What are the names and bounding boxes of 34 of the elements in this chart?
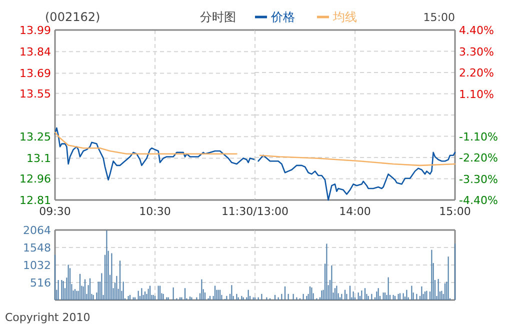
y-tick-label: 12.96 [20, 172, 51, 186]
y2-tick-label: -4.40% [459, 194, 498, 207]
y2-tick-label: 2.20% [459, 66, 494, 80]
y-tick-label: 1548 [23, 242, 51, 254]
y-tick-label: 2064 [23, 224, 51, 237]
x-tick-label: 15:00 [439, 205, 471, 218]
y-tick-label: 12.81 [20, 194, 51, 207]
y-tick-label: 516 [30, 276, 51, 290]
y-tick-label: 13.1 [26, 152, 51, 166]
y2-tick-label: 3.30% [459, 45, 494, 58]
y2-tick-label: -3.30% [459, 172, 498, 186]
y-tick-label: 13.25 [20, 130, 51, 144]
legend-item: 均线 [317, 10, 357, 24]
x-tick-label: 09:30 [39, 205, 71, 218]
text: Copyright 2010 [5, 311, 90, 324]
y-tick-label: 13.99 [20, 24, 51, 37]
x-tick-label: 14:00 [339, 205, 371, 218]
x-tick-label: 10:30 [139, 205, 171, 218]
line-series [54, 132, 238, 155]
y2-tick-label: -1.10% [459, 130, 498, 144]
text: 15:00 [423, 11, 455, 24]
x-tick-label: 11:30/13:00 [221, 205, 289, 218]
y2-tick-label: 4.40% [459, 24, 494, 37]
legend-label: 均线 [332, 10, 357, 24]
chart-title: (002162) [45, 10, 100, 24]
y-tick-label: 13.69 [20, 67, 51, 80]
chart-subtitle: 分时图 [200, 10, 236, 24]
y-tick-label: 1032 [23, 259, 51, 272]
legend-label: 价格 [270, 10, 295, 24]
legend-item: 价格 [255, 10, 295, 24]
y2-tick-label: 1.10% [459, 88, 494, 101]
y-tick-label: 13.55 [20, 87, 51, 100]
y2-tick-label: -2.20% [459, 152, 498, 164]
y-tick-label: 13.84 [20, 46, 51, 59]
